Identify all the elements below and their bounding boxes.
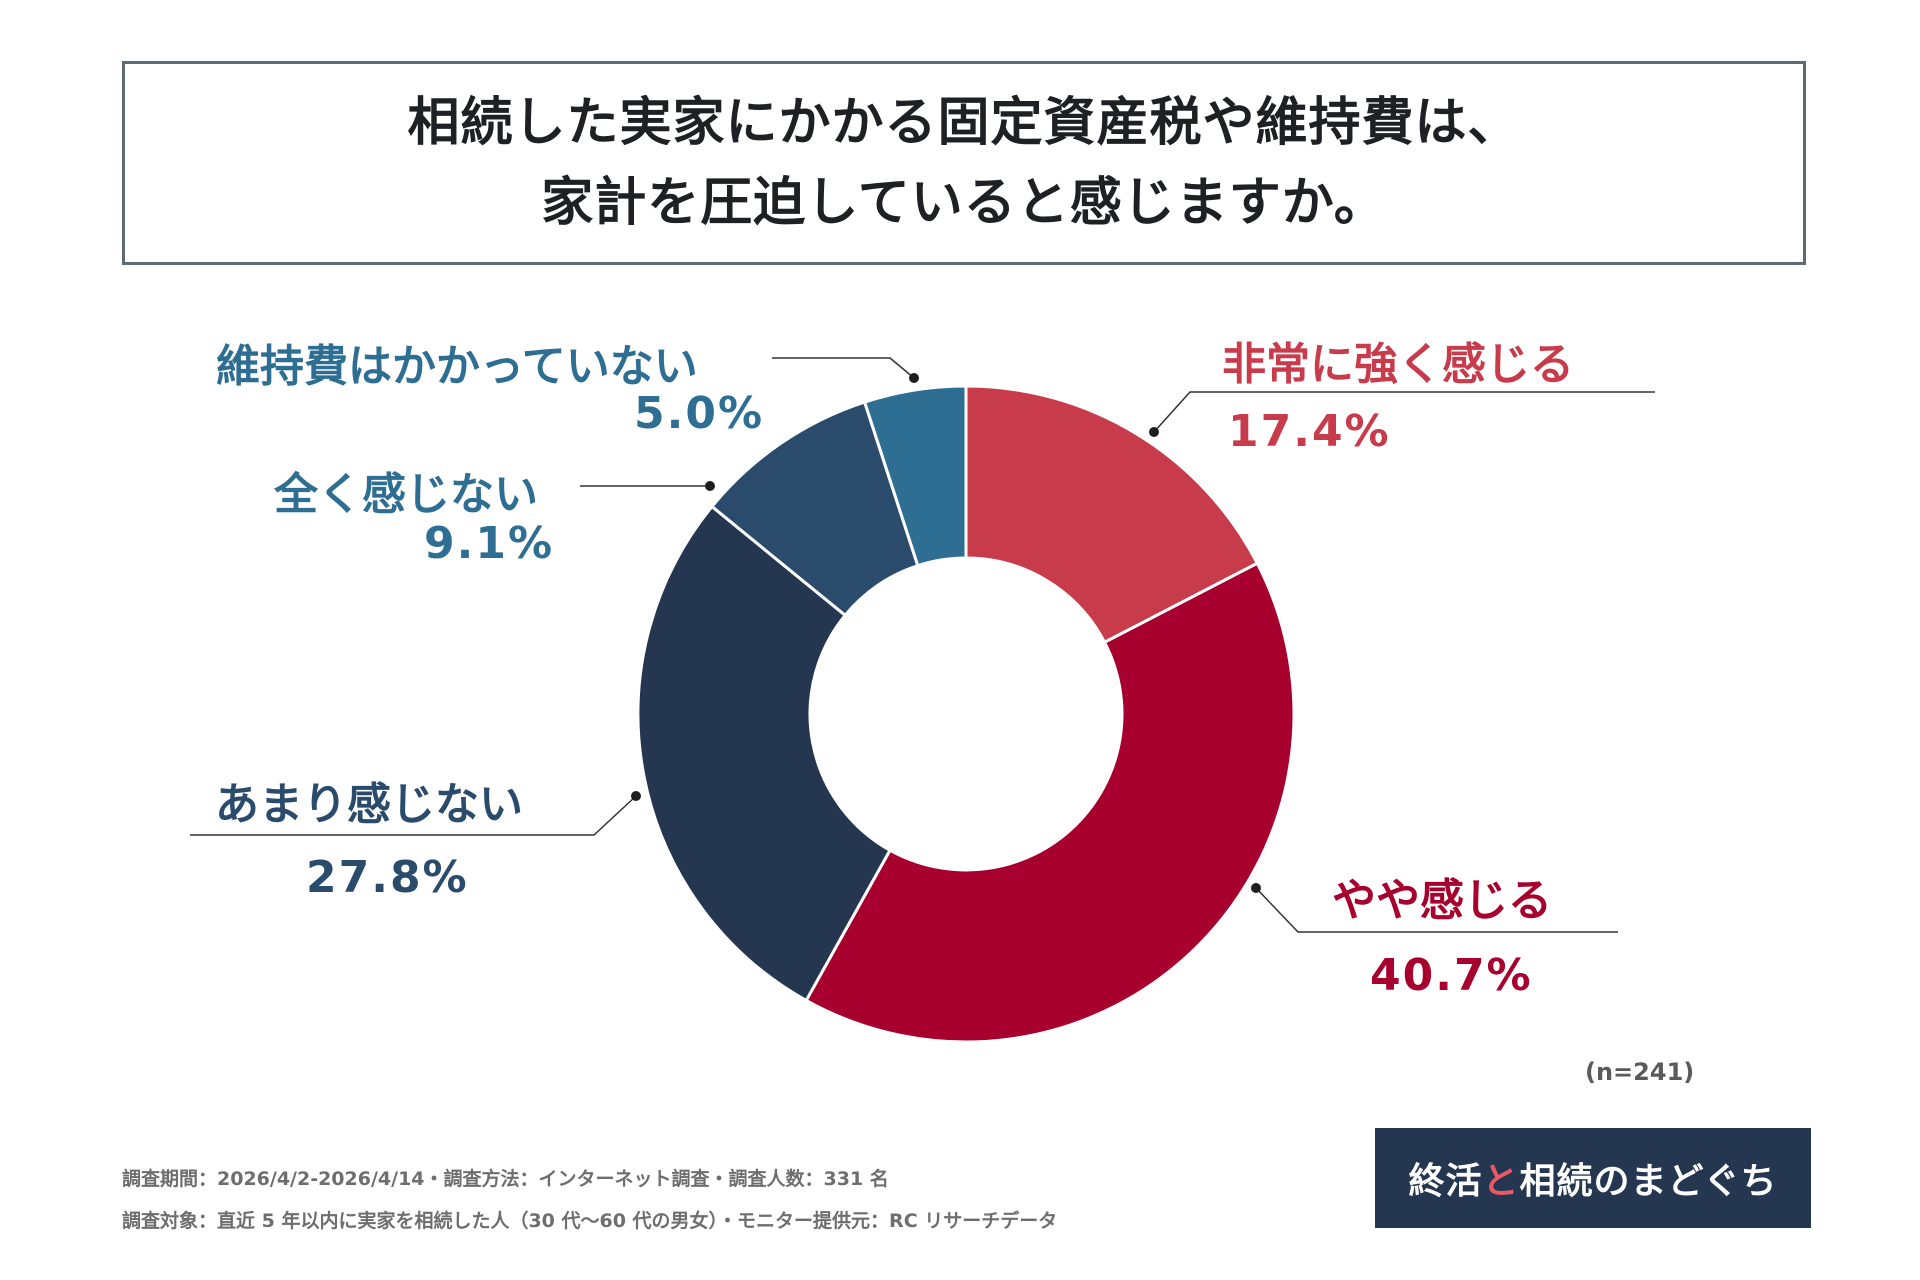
logo-text: 終活と相続のまどぐち xyxy=(1408,1161,1778,1202)
leader-strongly-feel-dot xyxy=(1149,427,1159,437)
value-not-at-all: 9.1% xyxy=(424,518,555,569)
value-not-much-feel: 27.8% xyxy=(306,852,469,903)
leader-no-maintenance-cost-dot xyxy=(909,373,919,383)
brand-logo: 終活と相続のまどぐち xyxy=(1375,1128,1811,1228)
survey-note-line-2: 調査対象：直近 5 年以内に実家を相続した人（30 代〜60 代の男女）・モニタ… xyxy=(122,1210,1058,1232)
chart-title-line-1: 相続した実家にかかる固定資産税や維持費は、 xyxy=(407,93,1521,153)
leader-somewhat-feel-dot xyxy=(1251,883,1261,893)
slice-strongly-feel xyxy=(964,384,1260,645)
label-somewhat-feel: やや感じる xyxy=(1332,875,1552,926)
survey-note-line-1: 調査期間：2026/4/2-2026/4/14・調査方法：インターネット調査・調… xyxy=(122,1168,889,1190)
title-box: 相続した実家にかかる固定資産税や維持費は、 家計を圧迫していると感じますか。 xyxy=(122,61,1806,265)
label-no-maintenance-cost: 維持費はかかっていない xyxy=(216,341,698,392)
label-not-much-feel: あまり感じない xyxy=(215,779,523,830)
leader-no-maintenance-cost xyxy=(772,357,915,379)
chart-title-line-2: 家計を圧迫していると感じますか。 xyxy=(541,173,1387,233)
label-not-at-all: 全く感じない xyxy=(274,469,538,520)
leader-not-much-feel xyxy=(190,795,637,836)
value-strongly-feel: 17.4% xyxy=(1228,406,1391,457)
value-no-maintenance-cost: 5.0% xyxy=(634,388,765,439)
slice-somewhat-feel xyxy=(804,561,1296,1044)
slice-no-maintenance-cost xyxy=(862,384,968,568)
value-somewhat-feel: 40.7% xyxy=(1370,950,1533,1001)
slice-not-much-feel xyxy=(636,504,893,1003)
leader-strongly-feel xyxy=(1153,391,1655,433)
leader-somewhat-feel xyxy=(1255,887,1618,933)
leader-not-much-feel-dot xyxy=(631,791,641,801)
sample-size-label: (n=241) xyxy=(1585,1058,1695,1086)
label-strongly-feel: 非常に強く感じる xyxy=(1222,339,1574,390)
leader-not-at-all-dot xyxy=(705,481,715,491)
